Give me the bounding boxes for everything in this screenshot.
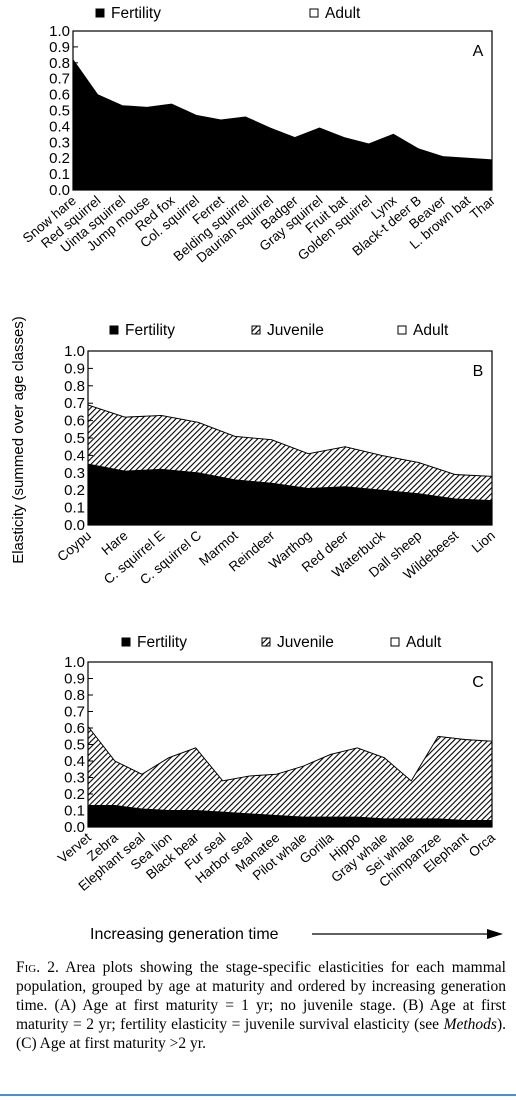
y-tick-label: 0.7 (64, 395, 85, 412)
y-tick-label: 0.9 (64, 671, 85, 688)
y-tick-label: 1.0 (64, 654, 85, 671)
legend-label-fertility: Fertility (111, 5, 161, 22)
panel-label: A (473, 43, 484, 60)
legend-label-adult: Adult (413, 322, 449, 339)
panel-label: C (472, 674, 484, 691)
y-tick-label: 0.9 (49, 39, 70, 56)
y-tick-label: 0.4 (64, 753, 85, 770)
legend-swatch-fertility (110, 326, 118, 334)
x-axis-footer: Increasing generation time (90, 926, 279, 943)
legend-label-juvenile: Juvenile (277, 634, 334, 651)
y-tick-label: 0.2 (64, 482, 85, 499)
legend-swatch-fertility (96, 9, 104, 17)
y-tick-label: 0.4 (64, 447, 85, 464)
legend-label-juvenile: Juvenile (267, 322, 324, 339)
y-tick-label: 0.8 (64, 378, 85, 395)
y-tick-label: 0.6 (64, 413, 85, 430)
chart-panel-C: 0.00.10.20.30.40.50.60.70.80.91.0VervetZ… (55, 634, 498, 894)
y-tick-label: 0.3 (64, 770, 85, 787)
y-tick-label: 0.6 (49, 87, 70, 104)
y-tick-label: 0.2 (64, 786, 85, 803)
y-tick-label: 0.3 (49, 134, 70, 151)
y-tick-label: 0.8 (64, 687, 85, 704)
legend-label-adult: Adult (406, 634, 442, 651)
caption-text-italic: Methods (444, 1016, 497, 1033)
legend-label-fertility: Fertility (137, 634, 187, 651)
y-tick-label: 0.1 (64, 803, 85, 820)
shared-y-axis-label: Elasticity (summed over age classes) (10, 316, 27, 564)
y-tick-label: 0.8 (49, 55, 70, 72)
legend-swatch-adult (391, 638, 399, 646)
legend-swatch-adult (398, 326, 406, 334)
y-tick-label: 1.0 (64, 343, 85, 360)
legend-label-fertility: Fertility (125, 322, 175, 339)
y-tick-label: 0.9 (64, 360, 85, 377)
x-tick-label: Orca (466, 829, 498, 860)
y-tick-label: 0.7 (64, 704, 85, 721)
y-tick-label: 0.4 (49, 118, 70, 135)
legend-swatch-juvenile (252, 326, 260, 334)
x-axis-footer-arrowhead (487, 929, 503, 939)
x-tick-label: Thar (467, 192, 498, 222)
y-tick-label: 0.5 (64, 430, 85, 447)
y-tick-label: 0.2 (49, 150, 70, 167)
y-tick-label: 0.1 (64, 500, 85, 517)
y-tick-label: 0.7 (49, 71, 70, 88)
legend-swatch-adult (310, 9, 318, 17)
caption-text-1: Area plots showing the stage-specific el… (16, 959, 506, 1033)
caption-figure-label: Fig. 2. (16, 959, 59, 976)
panel-label: B (473, 363, 484, 380)
y-tick-label: 0.5 (64, 737, 85, 754)
y-tick-label: 1.0 (49, 23, 70, 40)
x-tick-label: Lion (469, 528, 498, 556)
y-tick-label: 0.3 (64, 465, 85, 482)
y-tick-label: 0.1 (49, 166, 70, 183)
y-tick-label: 0.5 (49, 103, 70, 120)
legend-swatch-fertility (122, 638, 130, 646)
figure-caption: Fig. 2. Area plots showing the stage-spe… (16, 958, 506, 1053)
legend-label-adult: Adult (325, 5, 361, 22)
bottom-rule (0, 1094, 516, 1096)
legend-swatch-juvenile (262, 638, 270, 646)
y-tick-label: 0.6 (64, 720, 85, 737)
